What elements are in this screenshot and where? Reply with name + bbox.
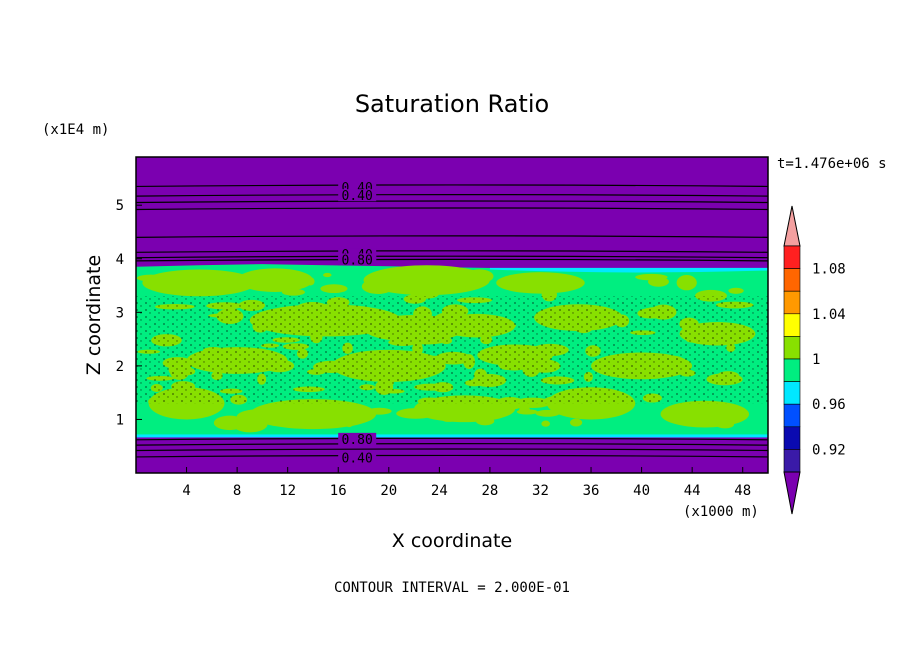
contour-labels: 0.400.400.400.800.800.40	[338, 181, 377, 467]
x-tick-label: 44	[684, 483, 701, 499]
colorbar-swatch	[783, 313, 801, 337]
colorbar-label: 1.04	[812, 307, 846, 323]
colorbar-bottom-arrow	[783, 471, 801, 515]
colorbar-top-arrow	[783, 205, 801, 247]
contour-label: 0.80	[338, 432, 377, 448]
x-tick-label: 12	[279, 483, 296, 499]
chart-title: Saturation Ratio	[355, 90, 549, 118]
x-tick-label: 36	[583, 483, 600, 499]
contour-label: 0.40	[338, 189, 377, 204]
contour-label: 0.40	[338, 451, 377, 467]
x-tick-label: 4	[182, 483, 190, 499]
colorbar-label: 1.08	[812, 262, 846, 278]
colorbar-swatch	[783, 336, 801, 360]
plot-frame	[135, 156, 769, 474]
cloud-base-band	[136, 434, 768, 438]
colorbar-swatch	[783, 403, 801, 428]
plot-area: 0.400.400.400.800.800.40	[135, 156, 769, 474]
colorbar-swatch	[783, 268, 801, 292]
contour-lines	[135, 184, 769, 458]
x-tick-label: 20	[380, 483, 397, 499]
y-tick-label: 5	[116, 198, 124, 214]
y-tick-label: 2	[116, 359, 124, 375]
x-axis-ticks: 4 8 12 16 20 24 28 32 36 40 44 48	[182, 467, 751, 499]
colorbar-label: 1	[812, 352, 820, 368]
svg-text:0.40: 0.40	[342, 452, 373, 467]
y-axis-ticks: 1 2 3 4 5	[116, 198, 142, 428]
x-tick-label: 40	[633, 483, 650, 499]
y-tick-label: 1	[116, 412, 124, 428]
colorbar-swatch	[783, 358, 801, 382]
colorbar-label: 0.92	[812, 442, 846, 458]
colorbar-label: 0.96	[812, 397, 846, 413]
x-tick-label: 28	[481, 483, 498, 499]
colorbar-swatch	[783, 381, 801, 405]
x-tick-label: 16	[330, 483, 347, 499]
colorbar-swatch	[783, 449, 801, 473]
y-axis-label: Z coordinate	[83, 255, 105, 375]
x-tick-label: 8	[233, 483, 241, 499]
y-unit-label: (x1E4 m)	[42, 122, 109, 138]
x-axis-label: X coordinate	[392, 530, 512, 552]
colorbar-swatch	[783, 245, 801, 269]
contour-noise	[136, 296, 768, 404]
svg-text:0.40: 0.40	[342, 189, 373, 204]
contour-label: 0.80	[338, 253, 377, 268]
colorbar-swatch	[783, 426, 801, 450]
svg-text:0.80: 0.80	[342, 253, 373, 268]
cloud-top-band	[489, 267, 768, 273]
y-tick-label: 3	[116, 305, 124, 321]
colorbar-swatch	[783, 290, 801, 315]
x-tick-label: 48	[734, 483, 751, 499]
contour-interval-footer: CONTOUR INTERVAL = 2.000E-01	[334, 580, 570, 596]
x-unit-label: (x1000 m)	[683, 504, 759, 520]
time-label: t=1.476e+06 s	[777, 156, 887, 172]
svg-text:0.80: 0.80	[342, 433, 373, 448]
y-tick-label: 4	[116, 252, 124, 268]
x-tick-label: 24	[431, 483, 448, 499]
colorbar: 1.08 1.04 1 0.96 0.92	[783, 205, 846, 515]
x-tick-label: 32	[532, 483, 549, 499]
